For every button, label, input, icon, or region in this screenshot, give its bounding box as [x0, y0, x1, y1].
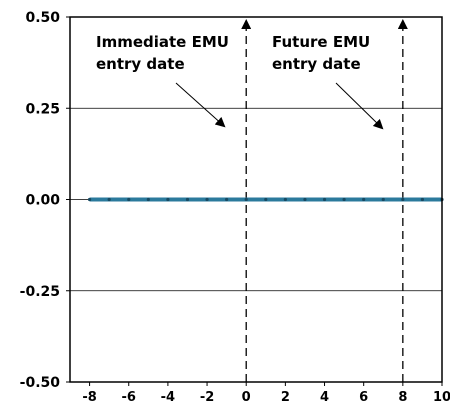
data-point — [342, 197, 346, 202]
y-tick-label: -0.25 — [20, 284, 60, 300]
y-tick-label: 0.50 — [25, 10, 60, 26]
data-point — [381, 197, 385, 202]
x-tick-label: -6 — [122, 390, 136, 405]
annotation-label: Immediate EMU — [96, 33, 229, 51]
data-point — [283, 197, 287, 202]
data-point — [127, 197, 131, 202]
data-point — [107, 197, 111, 202]
data-point — [87, 197, 92, 202]
annotation-arrow — [335, 82, 384, 130]
annotation-label: Future EMU — [272, 33, 370, 51]
y-tick-label: -0.50 — [20, 375, 61, 391]
data-point — [362, 197, 366, 202]
data-point — [205, 197, 209, 202]
x-tick-label: -2 — [200, 390, 214, 405]
vertical-markers — [241, 19, 408, 382]
data-point — [322, 197, 327, 202]
data-point — [225, 197, 229, 202]
x-tick-label: 8 — [398, 390, 407, 405]
x-tick-label: -8 — [82, 390, 96, 405]
x-tick-label: 4 — [320, 390, 329, 405]
data-point — [166, 197, 170, 202]
x-tick-label: 2 — [281, 390, 290, 405]
y-axis-ticks: -0.50 -0.25 0.00 0.25 0.50 — [20, 10, 70, 391]
series — [87, 197, 444, 202]
data-point — [185, 197, 190, 202]
data-point — [264, 197, 268, 202]
x-tick-label: 0 — [242, 390, 251, 405]
x-tick-label: 6 — [359, 390, 368, 405]
annotations: Immediate EMU entry date Future EMU entry d… — [96, 33, 384, 130]
annotation-arrow — [175, 82, 226, 128]
x-tick-label: -4 — [161, 390, 175, 405]
data-point — [146, 197, 150, 202]
y-tick-label: 0.00 — [25, 193, 60, 209]
x-axis-ticks: -8 -6 -4 -2 0 2 4 6 8 10 — [82, 382, 450, 405]
data-point — [244, 197, 248, 202]
y-tick-label: 0.25 — [25, 101, 60, 117]
data-point — [303, 197, 307, 202]
data-point — [420, 197, 425, 202]
annotation-label: entry date — [272, 55, 361, 73]
annotation-label: entry date — [96, 55, 185, 73]
data-point — [401, 197, 405, 202]
x-tick-label: 10 — [433, 390, 450, 405]
